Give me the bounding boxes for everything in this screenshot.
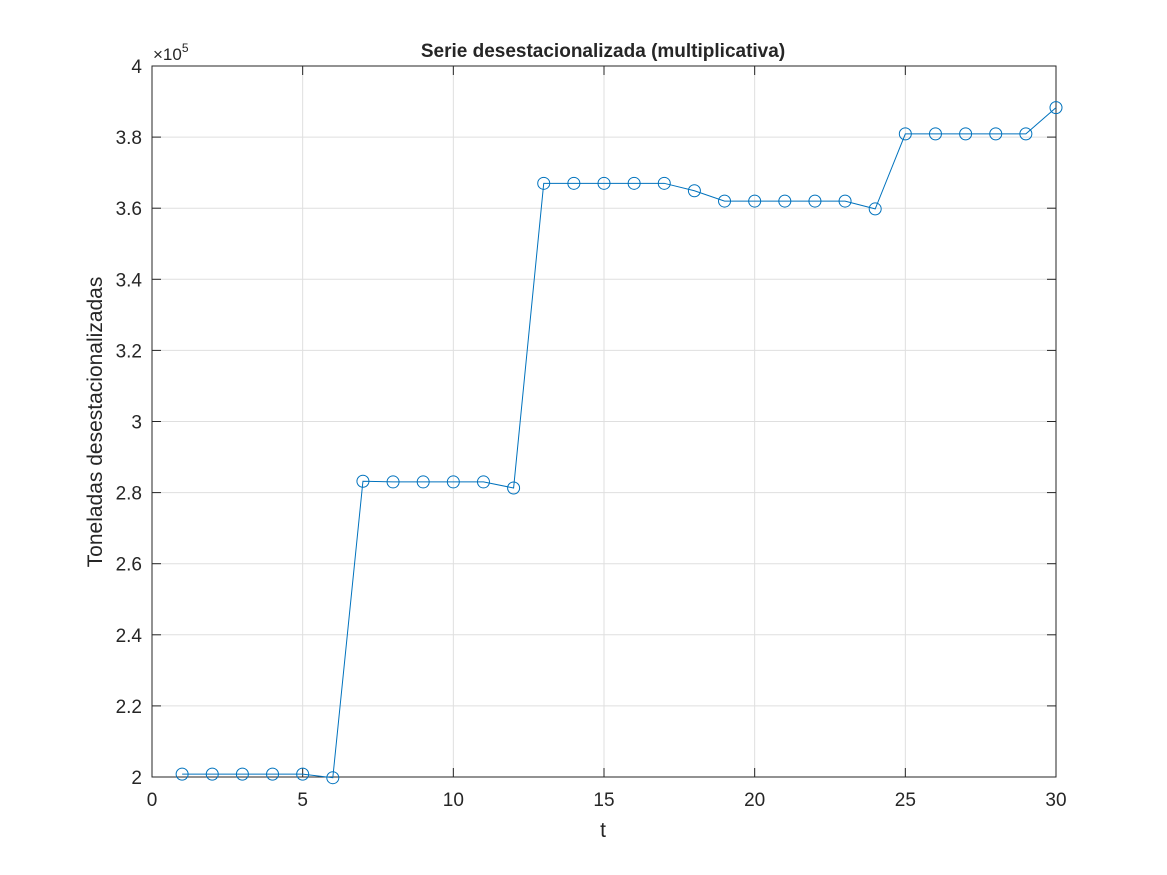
data-point-marker <box>446 475 460 489</box>
data-point-marker <box>627 176 641 190</box>
series-layer <box>175 101 1063 785</box>
y-tick-label: 3.6 <box>116 199 142 220</box>
y-tick-label: 2 <box>131 768 142 789</box>
x-tick-label: 0 <box>147 790 158 811</box>
y-tick-label: 2.6 <box>116 555 142 576</box>
axis-ticks: 0 5 10 15 20 25 30 2 2.2 2.4 2.6 2.8 3 3.2 3.4 3.6 3.8 4 <box>116 57 1067 811</box>
y-exponent-label: ×105 <box>153 41 189 64</box>
data-point-marker <box>1019 127 1033 141</box>
y-axis-label: Toneladas desestacionalizadas <box>84 277 107 568</box>
data-point-marker <box>868 202 882 216</box>
data-point-marker <box>326 771 340 785</box>
data-point-marker <box>175 767 189 781</box>
x-tick-label: 25 <box>895 790 916 811</box>
data-point-marker <box>718 194 732 208</box>
data-point-marker <box>959 127 973 141</box>
x-tick-label: 30 <box>1045 790 1066 811</box>
y-tick-label: 4 <box>131 57 142 78</box>
data-point-marker <box>266 767 280 781</box>
y-tick-label: 3.4 <box>116 270 143 291</box>
y-tick-label: 3 <box>131 413 142 434</box>
x-tick-label: 5 <box>297 790 308 811</box>
data-point-marker <box>898 127 912 141</box>
data-point-marker <box>567 176 581 190</box>
x-tick-label: 10 <box>443 790 464 811</box>
data-point-marker <box>476 475 490 489</box>
y-exponent-power: 5 <box>182 41 189 55</box>
data-point-marker <box>687 184 701 198</box>
data-point-marker <box>657 176 671 190</box>
y-exponent-base: ×10 <box>153 45 182 64</box>
data-point-marker <box>537 176 551 190</box>
data-point-marker <box>205 767 219 781</box>
x-tick-label: 15 <box>593 790 614 811</box>
data-point-marker <box>989 127 1003 141</box>
y-tick-label: 3.8 <box>116 128 142 149</box>
data-point-marker <box>235 767 249 781</box>
y-tick-label: 2.8 <box>116 484 142 505</box>
series-line <box>182 107 1057 779</box>
data-point-marker <box>928 127 942 141</box>
y-tick-label: 3.2 <box>116 341 142 362</box>
data-point-marker <box>1049 101 1063 115</box>
x-tick-label: 20 <box>744 790 765 811</box>
data-point-marker <box>386 475 400 489</box>
data-point-marker <box>597 176 611 190</box>
data-point-marker <box>748 194 762 208</box>
data-point-marker <box>416 475 430 489</box>
data-point-marker <box>778 194 792 208</box>
y-tick-label: 2.4 <box>116 626 143 647</box>
data-point-marker <box>838 194 852 208</box>
data-point-marker <box>296 767 310 781</box>
x-axis-label: t <box>600 819 606 842</box>
y-tick-label: 2.2 <box>116 697 142 718</box>
data-point-marker <box>507 481 521 495</box>
chart-title: Serie desestacionalizada (multiplicativa… <box>421 41 785 62</box>
data-point-marker <box>808 194 822 208</box>
data-point-marker <box>356 474 370 488</box>
